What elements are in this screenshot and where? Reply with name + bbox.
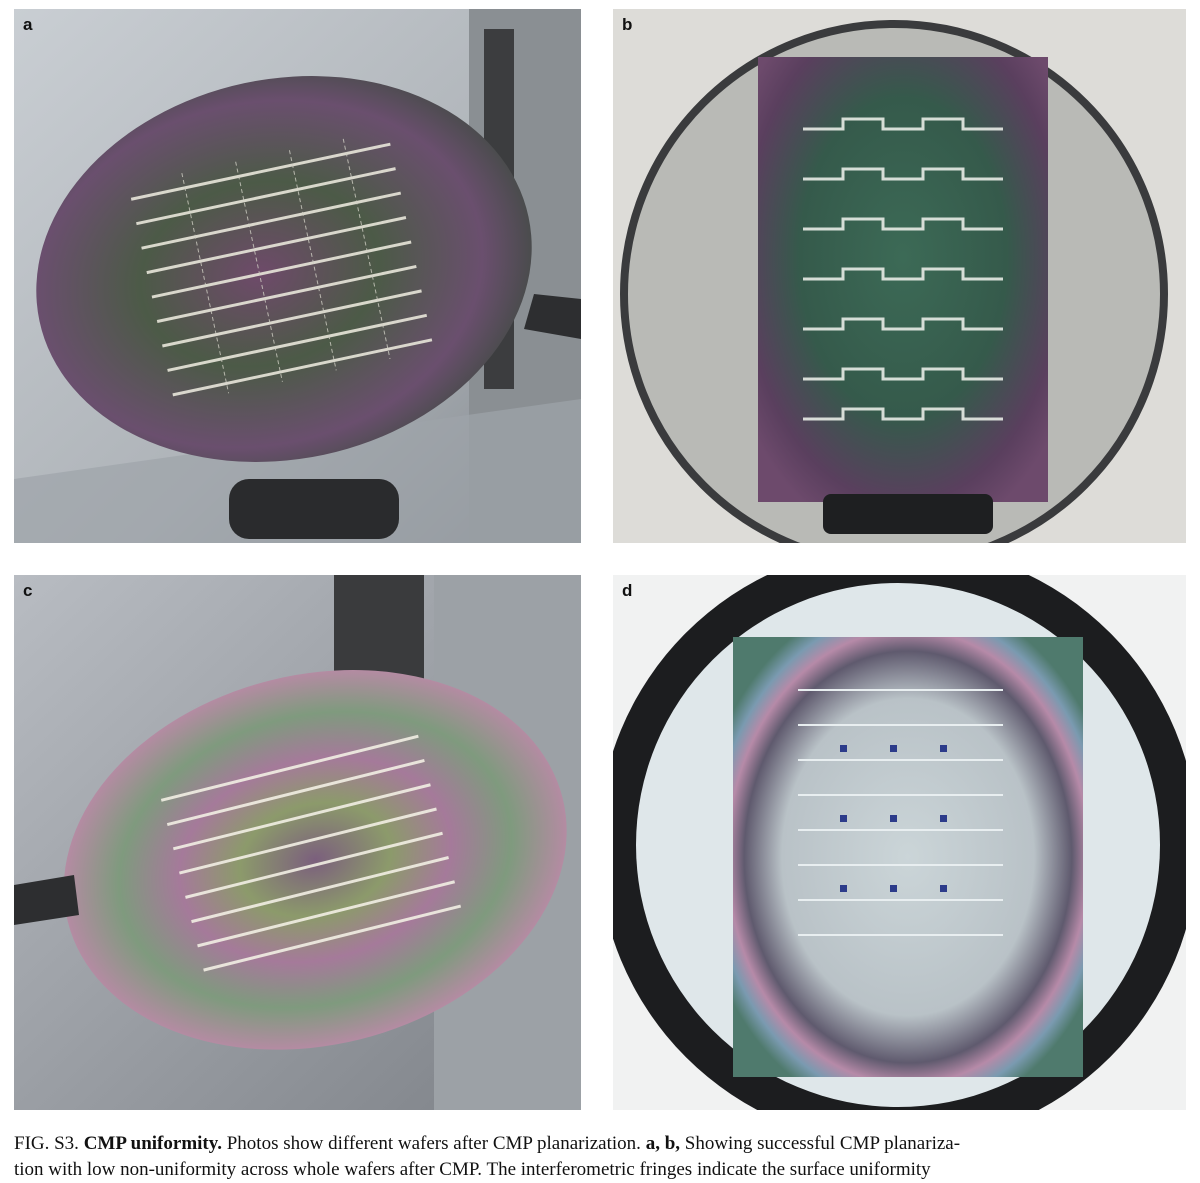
caption-second-line: tion with low non-uniformity across whol… bbox=[14, 1159, 931, 1180]
panel-label-a: a bbox=[23, 15, 33, 34]
panel-label-d: d bbox=[622, 581, 633, 600]
wafer-photo-b bbox=[613, 9, 1186, 543]
caption-label: FIG. S3. bbox=[14, 1133, 79, 1154]
caption-text-continued: Showing successful CMP planariza- bbox=[684, 1133, 961, 1154]
caption-panel-ref: a, b, bbox=[645, 1133, 681, 1154]
photo-panel-c: c bbox=[14, 575, 581, 1110]
photo-panel-d: d bbox=[613, 575, 1186, 1110]
wafer-photo-c bbox=[14, 575, 581, 1110]
wafer-photo-d bbox=[613, 575, 1186, 1110]
panel-label-c: c bbox=[23, 581, 33, 600]
figure-caption: FIG. S3. CMP uniformity. Photos show dif… bbox=[14, 1131, 1194, 1157]
panel-label-b: b bbox=[622, 15, 633, 34]
caption-text: Photos show different wafers after CMP p… bbox=[226, 1133, 641, 1154]
wafer-photo-a bbox=[14, 9, 581, 543]
caption-title: CMP uniformity. bbox=[83, 1133, 222, 1154]
photo-panel-b: b bbox=[613, 9, 1186, 543]
photo-panel-a: a bbox=[14, 9, 581, 543]
